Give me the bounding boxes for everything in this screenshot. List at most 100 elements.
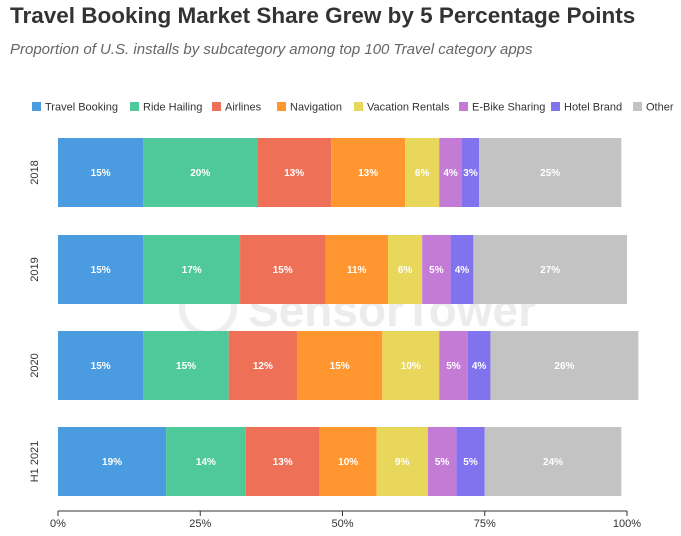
bar-segment xyxy=(58,331,144,400)
x-tick-label: 0% xyxy=(50,518,66,530)
x-axis: 0% 25% 50% 75% 100% xyxy=(50,510,641,530)
data-label: 6% xyxy=(398,265,413,276)
data-label: 15% xyxy=(273,265,293,276)
data-label: 10% xyxy=(338,457,358,468)
bar-row: 19% 14% 13% 10% 9% 5% 5% 24% xyxy=(58,427,622,496)
data-label: 27% xyxy=(540,265,560,276)
x-tick-label: 100% xyxy=(613,518,641,530)
bar-segment xyxy=(461,138,480,207)
data-label: 5% xyxy=(446,361,461,372)
data-label: 9% xyxy=(395,457,410,468)
category-label: 2019 xyxy=(29,257,41,281)
bar-segment xyxy=(296,331,383,400)
legend-label: Other xyxy=(646,102,674,114)
data-label: 4% xyxy=(455,265,470,276)
bar-segment xyxy=(143,138,258,207)
legend-label: Ride Hailing xyxy=(143,102,202,114)
legend-swatch xyxy=(633,102,642,111)
data-label: 13% xyxy=(273,457,293,468)
category-label: 2020 xyxy=(29,353,41,377)
bar-row: 15% 17% 15% 11% 6% 5% 4% 27% xyxy=(58,235,627,304)
bar-segment xyxy=(439,138,462,207)
bar-row: 15% 20% 13% 13% 6% 4% 3% 25% xyxy=(58,138,622,207)
bar-segment xyxy=(479,138,622,207)
chart-subtitle: Proportion of U.S. installs by subcatego… xyxy=(10,41,533,58)
bar-segment xyxy=(382,331,440,400)
data-label: 5% xyxy=(435,457,450,468)
bar-segment xyxy=(439,331,468,400)
legend-item: E-Bike Sharing xyxy=(459,102,545,114)
bar-segment xyxy=(490,331,639,400)
legend-item: Travel Booking xyxy=(32,102,118,114)
data-label: 25% xyxy=(540,168,560,179)
data-label: 15% xyxy=(91,361,111,372)
data-label: 4% xyxy=(472,361,487,372)
legend-item: Hotel Brand xyxy=(551,102,622,114)
legend-item: Other xyxy=(633,102,674,114)
bar-segment xyxy=(467,331,491,400)
legend-item: Vacation Rentals xyxy=(354,102,450,114)
data-label: 13% xyxy=(358,168,378,179)
legend-label: Vacation Rentals xyxy=(367,102,450,114)
legend-item: Ride Hailing xyxy=(130,102,202,114)
data-label: 12% xyxy=(253,361,273,372)
data-label: 14% xyxy=(196,457,216,468)
data-label: 5% xyxy=(429,265,444,276)
bar-segment xyxy=(143,331,229,400)
legend-swatch xyxy=(212,102,221,111)
data-label: 15% xyxy=(91,168,111,179)
legend-label: Hotel Brand xyxy=(564,102,622,114)
x-tick-label: 50% xyxy=(331,518,353,530)
data-label: 15% xyxy=(176,361,196,372)
category-labels: 2018 2019 2020 H1 2021 xyxy=(29,160,41,482)
category-label: H1 2021 xyxy=(29,441,41,483)
data-label: 3% xyxy=(463,168,478,179)
bar-segment xyxy=(228,331,297,400)
bar-segment xyxy=(456,427,485,496)
x-tick-label: 75% xyxy=(474,518,496,530)
data-label: 26% xyxy=(554,361,574,372)
data-label: 6% xyxy=(415,168,430,179)
bar-segment xyxy=(58,235,144,304)
bar-segment xyxy=(331,138,406,207)
data-label: 5% xyxy=(463,457,478,468)
data-label: 15% xyxy=(330,361,350,372)
bar-segment xyxy=(405,138,440,207)
legend-item: Navigation xyxy=(277,102,342,114)
bar-segment xyxy=(319,427,377,496)
legend-label: Navigation xyxy=(290,102,342,114)
legend-label: Travel Booking xyxy=(45,102,118,114)
legend-swatch xyxy=(459,102,468,111)
data-label: 19% xyxy=(102,457,122,468)
bar-segment xyxy=(325,235,389,304)
legend-item: Airlines xyxy=(212,102,262,114)
category-label: 2018 xyxy=(29,160,41,184)
data-label: 20% xyxy=(190,168,210,179)
legend-label: Airlines xyxy=(225,102,262,114)
legend-swatch xyxy=(32,102,41,111)
data-label: 4% xyxy=(443,168,458,179)
legend-swatch xyxy=(277,102,286,111)
bar-segment xyxy=(388,235,423,304)
x-tick-label: 25% xyxy=(189,518,211,530)
chart-legend: Travel Booking Ride Hailing Airlines Naviga… xyxy=(32,102,674,114)
bar-segment xyxy=(240,235,326,304)
data-label: 17% xyxy=(182,265,202,276)
bar-segment xyxy=(376,427,428,496)
bar-segment xyxy=(245,427,320,496)
bar-segment xyxy=(58,427,167,496)
bar-segment xyxy=(473,235,627,304)
data-label: 10% xyxy=(401,361,421,372)
bar-segment xyxy=(427,427,457,496)
bar-segment xyxy=(450,235,474,304)
data-label: 15% xyxy=(91,265,111,276)
legend-swatch xyxy=(354,102,363,111)
bar-segment xyxy=(484,427,622,496)
legend-swatch xyxy=(551,102,560,111)
data-label: 13% xyxy=(284,168,304,179)
data-label: 11% xyxy=(347,265,367,276)
legend-swatch xyxy=(130,102,139,111)
bar-segment xyxy=(166,427,246,496)
bar-segment xyxy=(257,138,332,207)
